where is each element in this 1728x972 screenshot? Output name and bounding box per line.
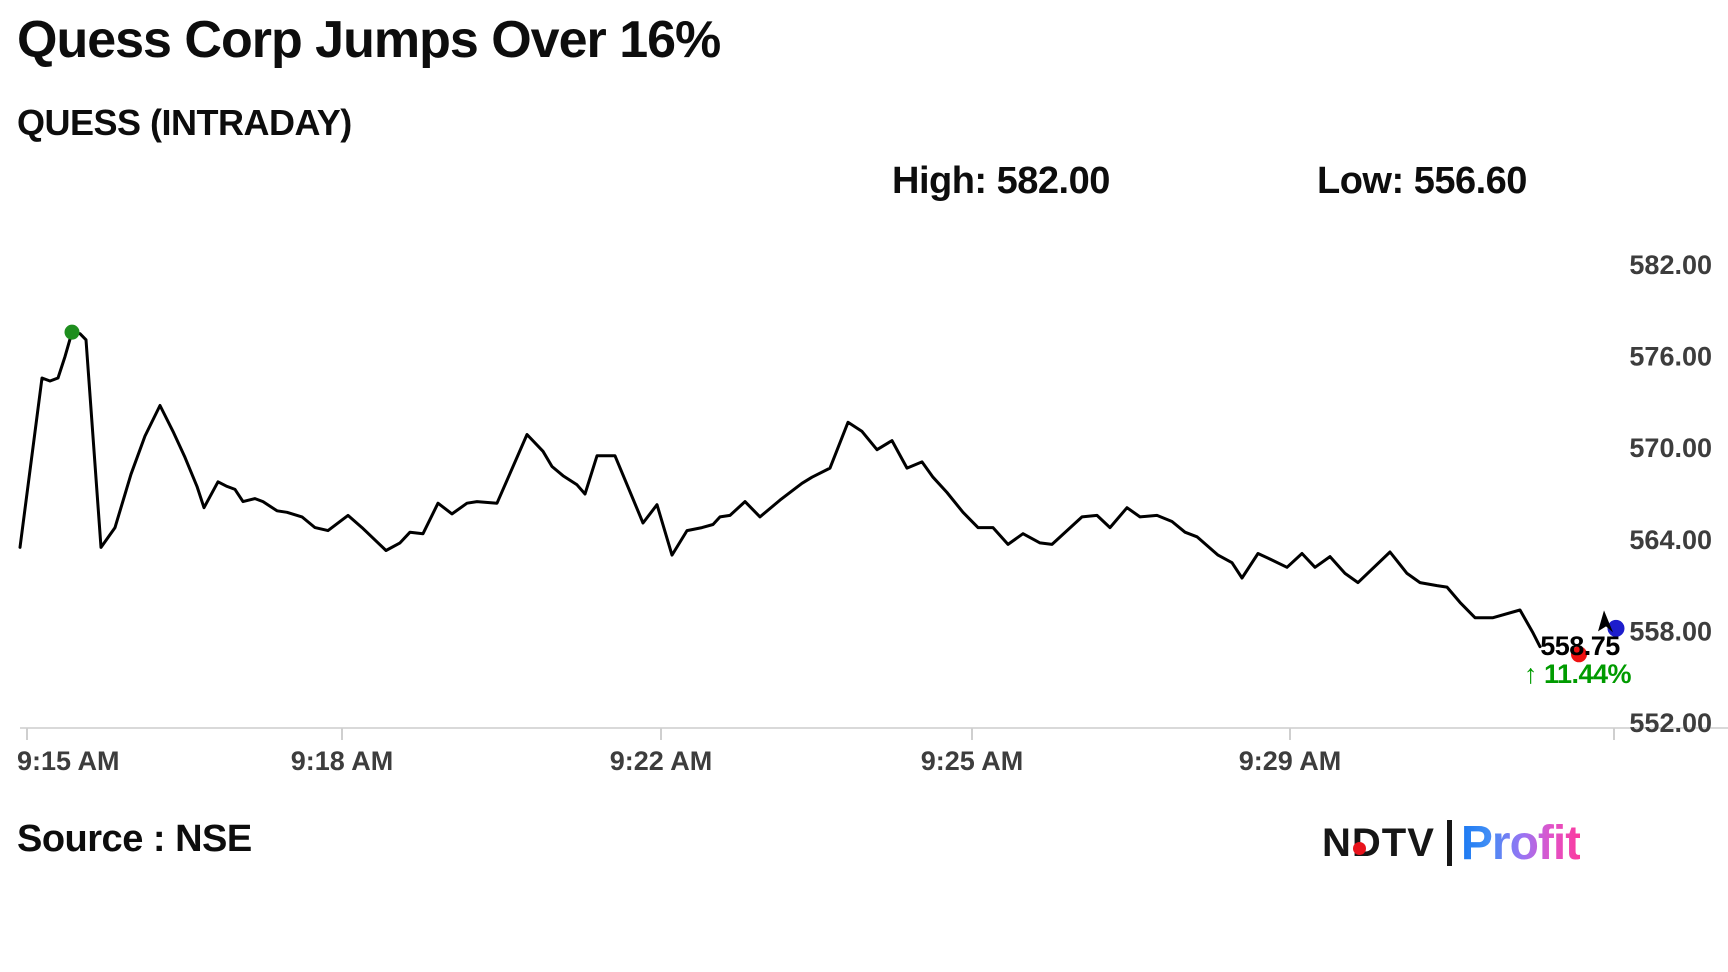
chart-subtitle: QUESS (INTRADAY) bbox=[17, 102, 352, 143]
y-tick-label: 558.00 bbox=[1629, 616, 1712, 646]
x-tick-label: 9:22 AM bbox=[610, 746, 713, 776]
last-trade-dot bbox=[1571, 646, 1587, 663]
up-arrow-icon: ↑ bbox=[1523, 659, 1538, 689]
x-tick-label: 9:29 AM bbox=[1239, 746, 1342, 776]
x-tick-label: 9:25 AM bbox=[921, 746, 1024, 776]
cursor-dot bbox=[1607, 619, 1625, 637]
y-tick-label: 582.00 bbox=[1629, 250, 1712, 280]
change-percent-value: 11.44% bbox=[1543, 659, 1632, 689]
price-line bbox=[18, 330, 1542, 649]
ndtv-profit-logo: NDTV Profit bbox=[1322, 812, 1581, 874]
page-title: Quess Corp Jumps Over 16% bbox=[17, 11, 721, 69]
open-peak-dot bbox=[64, 324, 80, 340]
ndtv-red-dot-icon bbox=[1353, 841, 1366, 855]
source-text: Source : NSE bbox=[17, 818, 252, 860]
high-value-label: High: 582.00 bbox=[892, 160, 1110, 202]
ndtv-wordmark: NDTV bbox=[1322, 821, 1435, 866]
ndtv-text: NDTV bbox=[1322, 820, 1435, 865]
y-tick-label: 570.00 bbox=[1629, 433, 1712, 463]
x-tick-label: 9:15 AM bbox=[17, 746, 120, 776]
x-tick-label: 9:18 AM bbox=[291, 746, 394, 776]
logo-divider bbox=[1446, 820, 1452, 866]
y-tick-label: 576.00 bbox=[1629, 342, 1712, 372]
y-tick-label: 564.00 bbox=[1629, 525, 1712, 555]
low-value-label: Low: 556.60 bbox=[1317, 160, 1527, 202]
last-price-label: 558.75 bbox=[1540, 631, 1620, 661]
cursor-pointer-icon bbox=[1598, 610, 1613, 633]
change-percent-label: ↑ 11.44% bbox=[1490, 659, 1665, 690]
profit-wordmark: Profit bbox=[1460, 816, 1581, 870]
y-tick-label: 552.00 bbox=[1629, 708, 1712, 738]
